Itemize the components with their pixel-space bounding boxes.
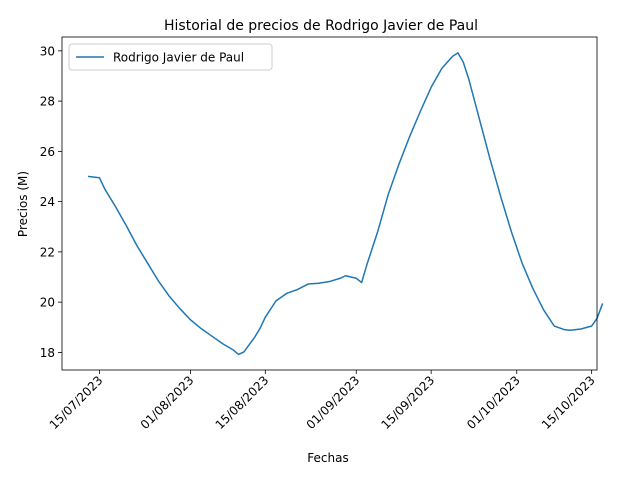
x-axis-title: Fechas [307,451,348,465]
legend-box [68,43,273,71]
series-layer [87,52,604,356]
series-line [87,52,604,356]
y-tick-label: 18 [40,346,55,360]
y-tick-label: 20 [40,296,55,310]
y-tick-label: 30 [40,44,55,58]
y-tick-label: 22 [40,245,55,259]
y-tick-label: 26 [40,145,55,159]
chart-title: Historial de precios de Rodrigo Javier d… [164,18,478,34]
plot-frame [61,36,598,371]
y-tick-label: 28 [40,95,55,109]
legend: Rodrigo Javier de Paul [68,43,273,71]
legend-label: Rodrigo Javier de Paul [113,51,244,65]
y-axis: 18 20 22 24 26 28 30 [40,44,62,360]
y-tick-label: 24 [40,195,55,209]
y-axis-title: Precios (M) [16,171,30,237]
